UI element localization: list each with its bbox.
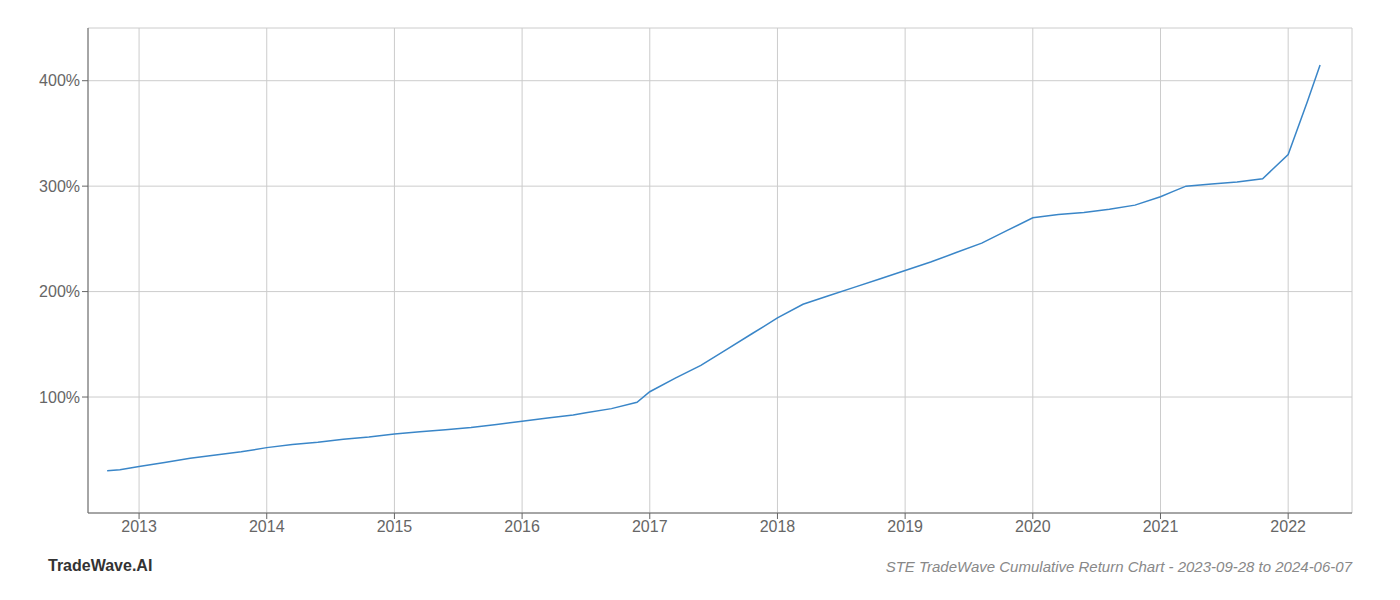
svg-text:2015: 2015 (377, 518, 413, 535)
svg-text:2020: 2020 (1015, 518, 1051, 535)
svg-text:2022: 2022 (1270, 518, 1306, 535)
svg-text:400%: 400% (39, 72, 80, 89)
svg-text:2019: 2019 (887, 518, 923, 535)
svg-text:300%: 300% (39, 178, 80, 195)
svg-text:200%: 200% (39, 283, 80, 300)
svg-text:2017: 2017 (632, 518, 668, 535)
svg-text:2016: 2016 (504, 518, 540, 535)
html-text:STE TradeWave Cumulative Retur: STE TradeWave Cumulative Return Chart - … (885, 558, 1352, 575)
svg-text:2021: 2021 (1143, 518, 1179, 535)
svg-text:2018: 2018 (760, 518, 796, 535)
svg-text:100%: 100% (39, 389, 80, 406)
svg-text:2013: 2013 (121, 518, 157, 535)
html-text:TradeWave.AI: TradeWave.AI (48, 557, 153, 574)
svg-text:2014: 2014 (249, 518, 285, 535)
